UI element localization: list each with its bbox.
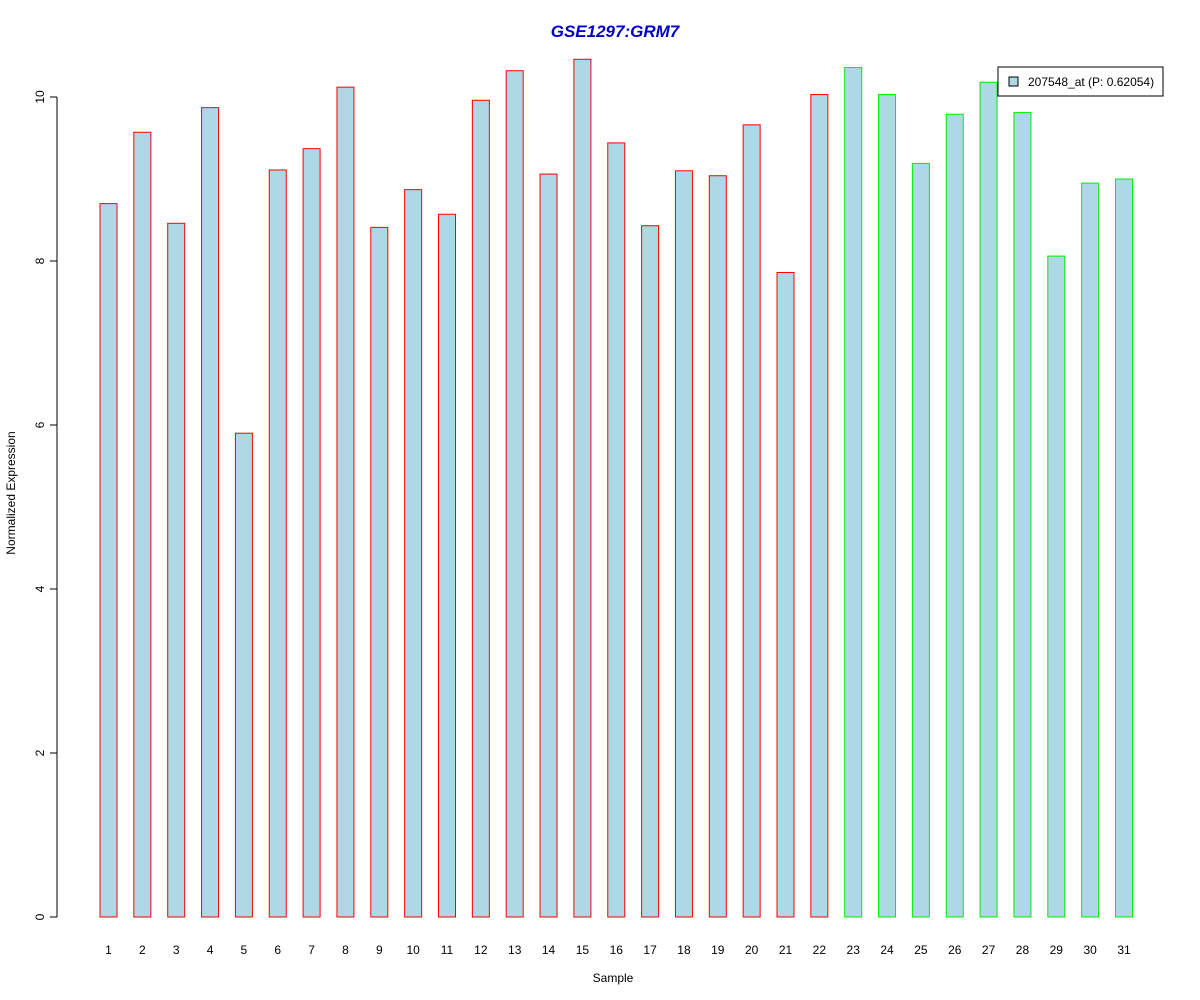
bar-sample-3 xyxy=(167,222,186,918)
bar-sample-20 xyxy=(742,124,761,918)
x-axis-label: Sample xyxy=(593,971,634,985)
legend: 207548_at (P: 0.62054) xyxy=(997,66,1164,97)
y-tick-label: 0 xyxy=(33,913,47,920)
y-tick-label: 2 xyxy=(33,749,47,756)
bar-sample-18 xyxy=(674,170,693,918)
x-tick-label: 19 xyxy=(711,943,725,957)
legend-swatch xyxy=(1008,76,1019,87)
chart-title: GSE1297:GRM7 xyxy=(551,22,681,41)
x-tick-label: 6 xyxy=(274,943,281,957)
bar-sample-28 xyxy=(1013,112,1032,918)
x-tick-label: 25 xyxy=(914,943,928,957)
x-tick-label: 2 xyxy=(139,943,146,957)
bar-sample-13 xyxy=(505,70,524,918)
bar-sample-9 xyxy=(370,226,389,918)
bar-sample-22 xyxy=(810,94,829,918)
x-tick-label: 24 xyxy=(880,943,894,957)
x-tick-label: 10 xyxy=(406,943,420,957)
y-axis: 0 2 4 6 8 10 xyxy=(33,90,58,920)
bar-sample-12 xyxy=(471,99,490,918)
bar-sample-2 xyxy=(133,131,152,918)
bar-sample-10 xyxy=(404,189,423,918)
y-tick-label: 8 xyxy=(33,257,47,264)
bar-sample-5 xyxy=(234,432,253,918)
x-tick-label: 21 xyxy=(779,943,793,957)
bar-sample-24 xyxy=(878,94,897,918)
x-tick-label: 26 xyxy=(948,943,962,957)
bar-sample-1 xyxy=(99,203,118,918)
bar-sample-26 xyxy=(945,113,964,918)
bar-sample-16 xyxy=(607,142,626,918)
x-tick-label: 13 xyxy=(508,943,522,957)
x-tick-label: 30 xyxy=(1083,943,1097,957)
x-tick-label: 29 xyxy=(1050,943,1064,957)
y-tick-label: 6 xyxy=(33,421,47,428)
bar-sample-17 xyxy=(641,225,660,918)
bar-sample-14 xyxy=(539,173,558,918)
x-tick-label: 22 xyxy=(813,943,827,957)
x-tick-label: 5 xyxy=(241,943,248,957)
bar-sample-25 xyxy=(911,162,930,918)
bar-sample-21 xyxy=(776,271,795,918)
legend-label: 207548_at (P: 0.62054) xyxy=(1028,75,1154,89)
x-tick-label: 15 xyxy=(576,943,590,957)
y-tick-label: 10 xyxy=(33,90,47,104)
bar-sample-27 xyxy=(979,81,998,918)
bar-sample-7 xyxy=(302,148,321,918)
y-tick-label: 4 xyxy=(33,585,47,592)
x-tick-label: 16 xyxy=(610,943,624,957)
bar-sample-15 xyxy=(573,58,592,918)
bar-sample-4 xyxy=(201,107,220,918)
x-tick-label: 7 xyxy=(308,943,315,957)
x-tick-label: 8 xyxy=(342,943,349,957)
x-tick-label: 3 xyxy=(173,943,180,957)
x-tick-label: 12 xyxy=(474,943,488,957)
bar-sample-11 xyxy=(438,213,456,918)
x-tick-label: 23 xyxy=(847,943,861,957)
x-tick-label: 20 xyxy=(745,943,759,957)
x-tick-label: 31 xyxy=(1117,943,1131,957)
x-tick-label: 27 xyxy=(982,943,996,957)
bar-sample-31 xyxy=(1115,178,1133,918)
x-tick-label: 4 xyxy=(207,943,214,957)
bar-sample-6 xyxy=(268,169,287,918)
x-tick-label: 14 xyxy=(542,943,556,957)
x-tick-label: 17 xyxy=(643,943,657,957)
x-tick-label: 11 xyxy=(441,943,454,957)
bar-sample-30 xyxy=(1081,182,1100,918)
bar-sample-23 xyxy=(844,66,863,918)
legend-box xyxy=(997,66,1164,97)
x-tick-label: 1 xyxy=(105,943,112,957)
x-tick-label: 9 xyxy=(376,943,383,957)
x-tick-label: 28 xyxy=(1016,943,1030,957)
bars-group xyxy=(99,58,1133,918)
bar-sample-19 xyxy=(708,175,727,918)
x-tick-label: 18 xyxy=(677,943,691,957)
y-axis-label: Normalized Expression xyxy=(4,431,18,554)
x-axis: 1 2 3 4 5 6 7 8 9 10 11 12 13 14 15 16 17 18 19 20 21 22 23 24 2… xyxy=(105,943,1131,957)
bar-sample-8 xyxy=(336,86,355,918)
bar-sample-29 xyxy=(1047,255,1066,918)
